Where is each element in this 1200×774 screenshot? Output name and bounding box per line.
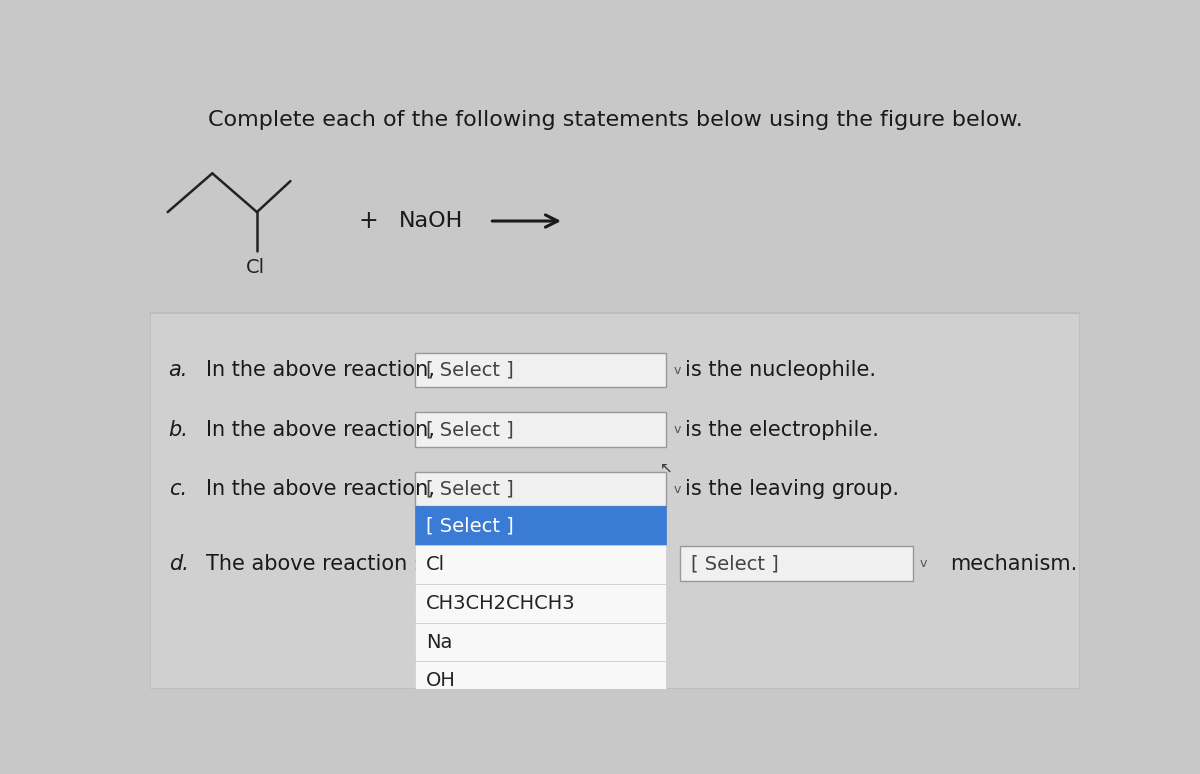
- Text: v: v: [673, 364, 680, 376]
- Text: v: v: [920, 557, 928, 570]
- Bar: [415, 623, 666, 662]
- Text: mechanism.: mechanism.: [950, 553, 1078, 574]
- Text: a.: a.: [168, 360, 188, 380]
- Text: is the nucleophile.: is the nucleophile.: [685, 360, 876, 380]
- Bar: [415, 662, 666, 700]
- Bar: [415, 413, 666, 447]
- Text: CH3CH2CHCH3: CH3CH2CHCH3: [426, 594, 576, 613]
- Text: Cl: Cl: [426, 555, 445, 574]
- Text: is the leaving group.: is the leaving group.: [685, 479, 899, 499]
- Text: [ Select ]: [ Select ]: [426, 420, 514, 439]
- Text: OH: OH: [426, 671, 456, 690]
- Text: [ Select ]: [ Select ]: [426, 516, 514, 536]
- Text: ↖: ↖: [660, 461, 672, 476]
- Text: d.: d.: [168, 553, 188, 574]
- Bar: [415, 506, 666, 545]
- Bar: [415, 353, 666, 387]
- Text: v: v: [673, 483, 680, 495]
- Text: [ Select ]: [ Select ]: [426, 361, 514, 379]
- Text: [ Select ]: [ Select ]: [691, 554, 779, 574]
- Text: NaOH: NaOH: [400, 211, 463, 231]
- Text: In the above reaction,: In the above reaction,: [206, 420, 434, 440]
- Bar: [415, 472, 666, 506]
- Bar: [150, 313, 1080, 689]
- Text: c.: c.: [168, 479, 187, 499]
- Text: Complete each of the following statements below using the figure below.: Complete each of the following statement…: [208, 110, 1022, 130]
- Text: In the above reaction,: In the above reaction,: [206, 360, 434, 380]
- Text: v: v: [673, 423, 680, 436]
- Text: +: +: [359, 209, 378, 233]
- Text: [ Select ]: [ Select ]: [426, 480, 514, 498]
- Bar: [415, 584, 666, 623]
- Bar: [680, 546, 912, 581]
- Text: b.: b.: [168, 420, 188, 440]
- Text: Cl: Cl: [246, 258, 265, 277]
- Text: is the electrophile.: is the electrophile.: [685, 420, 878, 440]
- Text: The above reaction sho: The above reaction sho: [206, 553, 450, 574]
- Bar: [415, 545, 666, 584]
- Text: In the above reaction,: In the above reaction,: [206, 479, 434, 499]
- Text: Na: Na: [426, 632, 452, 652]
